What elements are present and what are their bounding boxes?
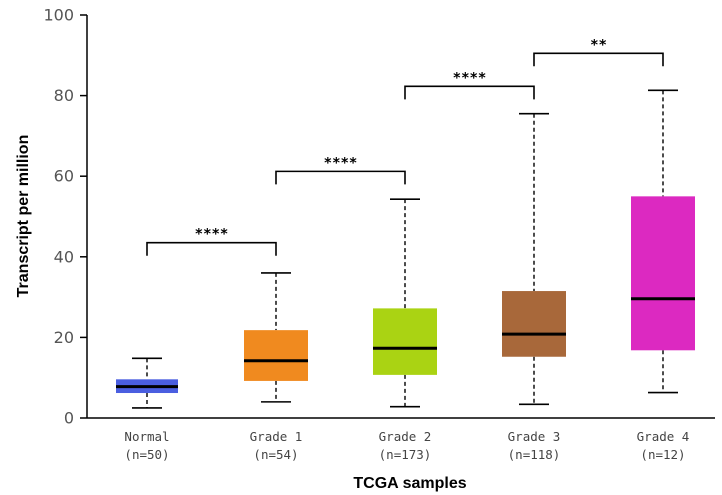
boxes [116,89,695,409]
y-tick-label: 100 [43,6,74,25]
significance-bracket: ** [533,37,664,67]
box-grade-4 [631,89,695,394]
x-category-count: (n=173) [379,447,432,462]
iqr-box [502,291,566,357]
box-normal [116,357,178,409]
significance-bracket: **** [404,70,535,100]
y-tick-label: 20 [54,328,74,347]
significance-bracket: **** [275,155,406,185]
iqr-box [373,308,437,375]
bracket-line [533,52,664,67]
y-tick-label: 60 [54,167,74,186]
x-category-label: Normal [124,429,169,444]
x-axis-title: TCGA samples [353,475,466,492]
significance-label: **** [195,227,229,243]
iqr-box [244,330,308,381]
x-category-count: (n=54) [253,447,298,462]
y-axis-ticks: 0 20 40 60 80 100 [43,6,87,428]
x-category-count: (n=118) [508,447,561,462]
x-category-label: Grade 3 [508,429,561,444]
x-category-label: Grade 4 [637,429,690,444]
significance-label: ** [590,37,607,53]
x-category-count: (n=12) [640,447,685,462]
significance-label: **** [324,155,358,171]
significance-brackets: ************** [146,37,664,256]
significance-bracket: **** [146,227,277,256]
bracket-line [146,241,277,256]
bracket-line [275,170,406,185]
bracket-line [404,85,535,100]
box-grade-3 [502,112,566,406]
box-grade-1 [244,272,308,403]
significance-label: **** [453,70,487,86]
y-tick-label: 0 [64,409,74,428]
y-tick-label: 40 [54,247,74,266]
x-axis-category-labels: Normal (n=50) Grade 1 (n=54) Grade 2 (n=173) G… [124,429,689,462]
y-axis-title: Transcript per million [15,135,32,298]
y-tick-label: 80 [54,86,74,105]
box-grade-2 [373,198,437,408]
x-category-label: Grade 2 [379,429,432,444]
x-category-label: Grade 1 [250,429,303,444]
iqr-box [631,196,695,351]
x-category-count: (n=50) [124,447,169,462]
